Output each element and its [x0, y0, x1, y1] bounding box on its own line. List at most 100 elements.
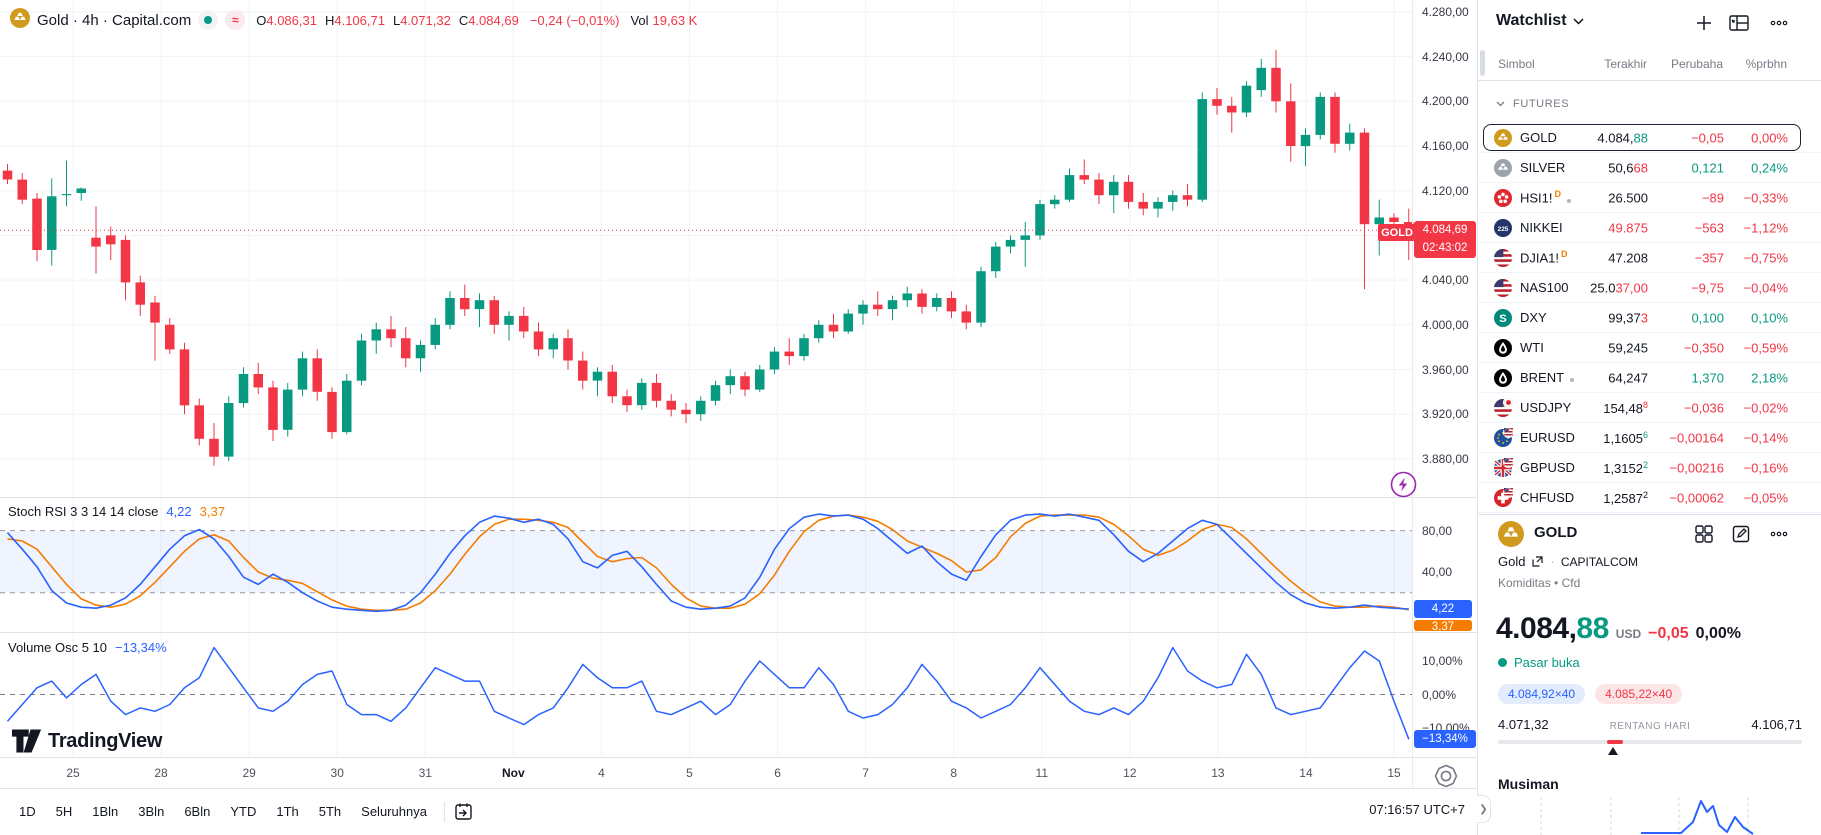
watchlist-row-gbpusd[interactable]: GBPUSD 1,31522 −0,00216 −0,16% — [1478, 453, 1821, 483]
stoch-rsi-legend[interactable]: Stoch RSI 3 3 14 14 close 4,22 3,37 — [8, 504, 225, 519]
bid-pill[interactable]: 4.084,92×40 — [1498, 684, 1586, 704]
change-value: −0,00216 — [1669, 460, 1724, 475]
change-percent: −0,02% — [1743, 400, 1788, 415]
watchlist-row-nas100[interactable]: NAS100 25.037,00 −9,75 −0,04% — [1478, 273, 1821, 303]
futures-section-header[interactable]: FUTURES — [1496, 98, 1569, 110]
symbol-name: DJIA1! D — [1520, 249, 1568, 266]
ask-pill[interactable]: 4.085,22×40 — [1595, 684, 1683, 704]
toolbar-divider — [443, 801, 445, 822]
time-axis-label: 6 — [774, 766, 781, 780]
external-link-icon[interactable] — [1531, 555, 1544, 568]
watchlist-row-usdjpy[interactable]: USDJPY 154,488 −0,036 −0,02% — [1478, 393, 1821, 423]
watchlist-row-wti[interactable]: WTI 59,245 −0,350 −0,59% — [1478, 333, 1821, 363]
chevron-down-icon — [1573, 17, 1584, 25]
price-axis-label: 4.240,00 — [1422, 49, 1469, 64]
watchlist-row-silver[interactable]: SILVER 50,668 0,121 0,24% — [1478, 153, 1821, 183]
watchlist-row-eurusd[interactable]: EURUSD 1,16056 −0,00164 −0,14% — [1478, 423, 1821, 453]
panel-divider[interactable] — [1478, 514, 1821, 515]
symbol-name: DXY — [1520, 310, 1547, 325]
last-price: 4.084,88 — [1597, 130, 1648, 145]
timeframe-5th[interactable]: 5Th — [318, 804, 342, 819]
change-percent: −0,59% — [1743, 340, 1788, 355]
silver-icon — [1494, 158, 1512, 177]
watchlist-row-chfusd[interactable]: CHFUSD 1,25872 −0,00062 −0,05% — [1478, 483, 1821, 513]
watchlist-row-djia1[interactable]: DJIA1! D 47.208 −357 −0,75% — [1478, 243, 1821, 273]
sidebar-collapse-handle[interactable]: ❯ — [1477, 795, 1491, 823]
time-axis-label: 28 — [154, 766, 168, 780]
watchlist-row-gold[interactable]: GOLD 4.084,88 −0,05 0,00% — [1478, 123, 1821, 153]
market-status-dot-chip[interactable] — [198, 10, 219, 30]
detail-more-icon[interactable] — [1770, 527, 1788, 541]
clock-utc[interactable]: 07:16:57 UTC+7 — [1369, 802, 1465, 817]
symbol-name: HSI1! D — [1520, 189, 1572, 206]
price-axis-label: 4.000,00 — [1422, 317, 1469, 332]
column-header-prbhn[interactable]: %prbhn — [1745, 57, 1787, 71]
chart-settings-icon[interactable] — [1433, 763, 1459, 794]
timeframe-3bln[interactable]: 3Bln — [138, 804, 165, 819]
bid-ask-row: 4.084,92×40 4.085,22×40 — [1498, 684, 1683, 704]
time-axis-label: 25 — [66, 766, 80, 780]
delayed-data-icon[interactable]: ≈ — [225, 10, 246, 30]
timeframe-6bln[interactable]: 6Bln — [184, 804, 211, 819]
ohlc-item: H4.106,71 — [324, 12, 385, 28]
change-value: 0,121 — [1691, 160, 1724, 175]
column-header-Terakhir[interactable]: Terakhir — [1604, 57, 1647, 71]
vol-value: 19,63 K — [652, 12, 698, 28]
chart-area[interactable]: 4.280,00 4.240,00 4.200,00 4.160,00 4.120,00… — [0, 0, 1477, 835]
watchlist-more-icon[interactable] — [1770, 16, 1788, 30]
scroll-indicator[interactable] — [1480, 50, 1485, 76]
time-axis-label: 4 — [598, 766, 605, 780]
change-value: −563 — [1694, 220, 1724, 235]
day-high: 4.106,71 — [1751, 717, 1802, 732]
timeframe-1d[interactable]: 1D — [19, 804, 36, 819]
day-range: 4.071,32 RENTANG HARI 4.106,71 — [1498, 717, 1802, 755]
watchlist-row-nikkei[interactable]: 225 NIKKEI 49.875 −563 −1,12% — [1478, 213, 1821, 243]
time-axis-label: 12 — [1123, 766, 1137, 780]
timeframe-1th[interactable]: 1Th — [276, 804, 299, 819]
column-header-Simbol[interactable]: Simbol — [1498, 57, 1535, 71]
detail-symbol: GOLD — [1534, 524, 1578, 541]
tradingview-logo[interactable]: TradingView — [12, 729, 162, 753]
go-to-date-calendar-icon[interactable] — [453, 801, 474, 822]
price-axis-label: 80,00 — [1422, 523, 1453, 538]
edit-note-icon[interactable] — [1731, 524, 1751, 544]
pane-divider[interactable] — [0, 497, 1477, 498]
volume-osc-legend[interactable]: Volume Osc 5 10 −13,34% — [8, 640, 167, 655]
range-toolbar: 1D 5H 1Bln 3Bln 6Bln YTD 1Th 5Th Seluruhnya — [0, 788, 1477, 834]
lightning-quick-trade-button[interactable] — [1390, 471, 1417, 503]
watchlist-layout-icon[interactable] — [1728, 13, 1750, 33]
candlestick-chart[interactable] — [0, 0, 1477, 757]
volume-osc-axis-badge: −13,34% — [1414, 730, 1476, 748]
change-percent: 0,00% — [1751, 130, 1788, 145]
column-header-Perubaha[interactable]: Perubaha — [1670, 57, 1723, 71]
timeframe-1bln[interactable]: 1Bln — [92, 804, 119, 819]
watchlist-row-brent[interactable]: BRENT 64,247 1,370 2,18% — [1478, 363, 1821, 393]
timeframe-ytd[interactable]: YTD — [230, 804, 257, 819]
symbol-name: NIKKEI — [1520, 220, 1563, 235]
watchlist-row-hsi1[interactable]: HSI1! D 26.500 −89 −0,33% — [1478, 183, 1821, 213]
change-percent: −0,05% — [1743, 490, 1788, 505]
change-percent: 0,24% — [1751, 160, 1788, 175]
volume-osc-value: −13,34% — [115, 640, 167, 655]
price-axis-label: 3.880,00 — [1422, 451, 1469, 466]
stoch-d-value: 3,37 — [199, 504, 225, 519]
last-price: 50,668 — [1608, 160, 1648, 175]
change-value: −0,036 — [1683, 400, 1724, 415]
symbol-name: CHFUSD — [1520, 490, 1575, 505]
add-symbol-button[interactable] — [1694, 13, 1714, 33]
change-value: −0,00062 — [1669, 490, 1724, 505]
watchlist-menu[interactable]: Watchlist — [1496, 12, 1584, 30]
watchlist-row-dxy[interactable]: S DXY 99,373 0,100 0,10% — [1478, 303, 1821, 333]
gbpusd-icon — [1493, 456, 1514, 477]
layout-grid-icon[interactable] — [1694, 524, 1714, 544]
timeframe-5h[interactable]: 5H — [55, 804, 73, 819]
detail-name[interactable]: Gold — [1498, 554, 1526, 569]
change-value: −89 — [1701, 190, 1724, 205]
timeframe-seluruhnya[interactable]: Seluruhnya — [361, 804, 427, 819]
symbol-name: EURUSD — [1520, 430, 1575, 445]
symbol-title[interactable]: Gold · 4h · Capital.com — [37, 11, 192, 29]
svg-text:225: 225 — [1498, 225, 1509, 232]
volume-osc-label: Volume Osc 5 10 — [8, 640, 107, 655]
pane-divider[interactable] — [0, 632, 1477, 633]
detail-pct: 0,00% — [1695, 625, 1741, 642]
